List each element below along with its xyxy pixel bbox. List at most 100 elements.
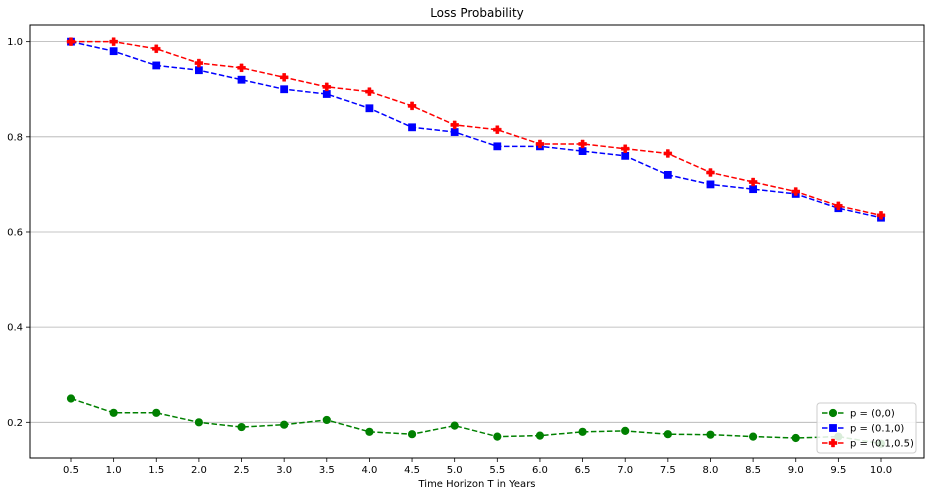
data-point (66, 37, 76, 46)
series-line (70, 397, 882, 445)
data-point (280, 420, 289, 429)
data-point (493, 125, 502, 134)
legend-box (816, 402, 917, 454)
data-point (109, 408, 118, 417)
x-tick-label: 8.0 (703, 465, 719, 476)
data-point (322, 415, 331, 425)
data-point (279, 73, 289, 82)
series-line (71, 40, 882, 217)
series-2 (67, 37, 885, 222)
legend-marker (828, 408, 838, 418)
x-tick-label: 6.5 (575, 465, 591, 476)
legend-label: p = (0,0) (850, 409, 895, 420)
x-tick-label: 1.0 (106, 465, 122, 476)
x-tick-label: 6.0 (532, 465, 548, 476)
x-tick-label: 4.0 (361, 465, 377, 476)
data-point (407, 430, 417, 439)
x-tick-label: 0.5 (63, 465, 79, 476)
data-point (578, 139, 587, 149)
data-point (109, 47, 118, 56)
data-point (237, 63, 246, 73)
y-axis: 0.2 0.4 0.6 0.8 1.0 (7, 37, 30, 429)
data-point (322, 90, 331, 98)
legend-label: p = (0.1,0.5) (850, 439, 914, 450)
legend: p = (0,0) p = (0.1,0) p = (0.1,0.5) (816, 402, 917, 454)
data-point (535, 431, 545, 440)
plot-frame (29, 24, 925, 459)
x-tick-label: 7.5 (660, 465, 676, 476)
x-tick-label: 3.0 (276, 465, 292, 476)
legend-label: p = (0.1,0) (850, 424, 904, 435)
x-tick-label: 1.5 (148, 465, 164, 476)
x-tick-label: 3.5 (319, 465, 335, 476)
data-point (791, 433, 800, 443)
data-point (109, 37, 118, 46)
data-point (322, 82, 331, 92)
y-tick-label: 0.8 (7, 132, 23, 143)
x-tick-label: 8.5 (745, 465, 761, 476)
data-point (663, 149, 673, 158)
x-tick-label: 4.5 (404, 465, 420, 476)
data-point (194, 418, 203, 427)
chart-title: Loss Probability (430, 6, 524, 20)
data-point (663, 430, 672, 439)
data-point (194, 58, 204, 68)
data-point (152, 44, 161, 53)
data-point (237, 75, 246, 84)
y-tick-label: 1.0 (7, 37, 23, 48)
data-point (706, 168, 715, 177)
data-point (450, 120, 459, 130)
data-point (450, 421, 459, 430)
data-point (66, 394, 76, 403)
data-point (535, 139, 545, 149)
data-point (152, 61, 161, 70)
x-tick-label: 10.0 (870, 465, 892, 476)
data-point (493, 432, 502, 441)
data-point (748, 177, 758, 187)
data-point (407, 101, 417, 111)
legend-marker (828, 438, 838, 448)
data-point (706, 180, 715, 189)
series-1 (66, 394, 886, 448)
series-3 (66, 37, 886, 220)
x-axis: 0.5 1.0 1.5 2.0 2.5 3.0 3.5 4.0 4.5 5.0 5.5 6.0 6.5 7… (63, 458, 892, 476)
grid-lines (30, 41, 924, 423)
series-line (70, 40, 882, 219)
data-point (408, 123, 416, 132)
data-point (493, 142, 502, 151)
x-tick-label: 2.5 (234, 465, 250, 476)
data-point (749, 432, 758, 441)
data-point (280, 85, 289, 94)
data-point (621, 426, 630, 435)
data-point (152, 408, 161, 417)
data-point (365, 104, 374, 113)
data-point (365, 427, 374, 436)
data-point (194, 66, 203, 75)
data-point (578, 147, 587, 155)
data-point (876, 211, 886, 220)
y-tick-label: 0.6 (7, 227, 23, 238)
data-point (578, 427, 587, 436)
series-layer (66, 37, 886, 448)
x-tick-label: 7.0 (617, 465, 633, 476)
data-point (706, 430, 715, 439)
x-tick-label: 2.0 (191, 465, 207, 476)
data-point (237, 422, 246, 432)
data-point (834, 201, 843, 211)
x-tick-label: 5.0 (447, 465, 463, 476)
x-axis-label: Time Horizon T in Years (417, 479, 535, 490)
data-point (621, 151, 630, 160)
legend-marker (829, 424, 837, 432)
x-tick-label: 5.5 (489, 465, 505, 476)
data-point (663, 170, 672, 179)
y-tick-label: 0.2 (7, 418, 23, 429)
data-point (450, 128, 459, 136)
x-tick-label: 9.5 (830, 465, 846, 476)
data-point (621, 144, 630, 153)
x-tick-label: 9.0 (788, 465, 804, 476)
data-point (791, 187, 800, 196)
data-point (749, 185, 758, 194)
y-tick-label: 0.4 (7, 323, 23, 334)
